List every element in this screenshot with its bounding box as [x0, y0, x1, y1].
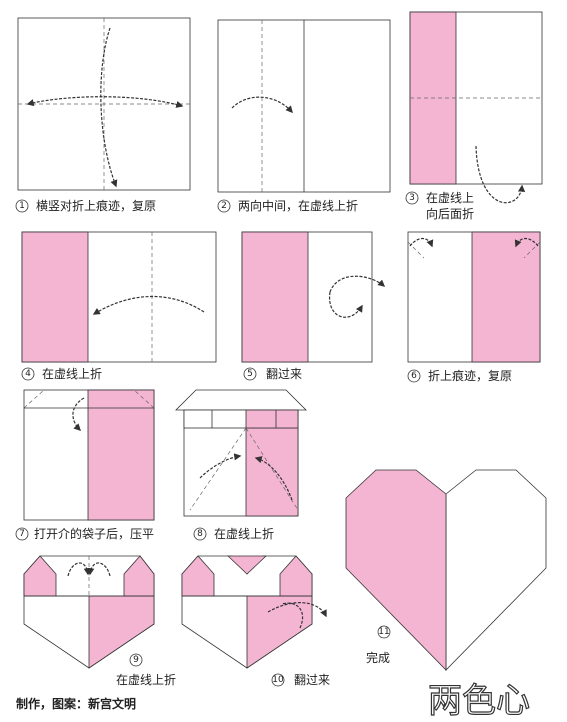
pink-flap: [21, 231, 89, 363]
step-11: 11 完成: [345, 469, 547, 671]
fold-arrow: [254, 456, 293, 501]
step-5: 5 翻过来: [241, 231, 386, 381]
step-caption: 在虚线上折: [42, 366, 102, 381]
step-number-circle: [407, 369, 421, 383]
step-number-circle: [243, 367, 257, 381]
step-caption: 在虚线上折: [116, 672, 176, 687]
flip-arrow: [329, 291, 363, 318]
step-caption: 两向中间，在虚线上折: [238, 198, 358, 213]
step-caption: 打开介的袋子后，压平: [34, 526, 154, 541]
heart-white-half: [445, 469, 547, 671]
fold-arrow: [199, 453, 242, 479]
band-pink-left: [181, 555, 215, 597]
flip-arrow: [329, 275, 386, 293]
pink-flap: [471, 231, 541, 363]
step-7: 7 打开介的袋子后，压平: [15, 389, 155, 541]
step-caption: 翻过来: [266, 367, 302, 381]
step-9: 9 在虚线上折: [23, 555, 176, 687]
step-caption: 折上痕迹，复原: [428, 368, 512, 383]
step-number-circle: [15, 527, 29, 541]
step-number: 1: [19, 201, 25, 211]
step-number-circle: [271, 673, 285, 687]
step-number: 11: [378, 627, 389, 637]
step-number: 4: [25, 369, 31, 379]
step-number-circle: [15, 199, 29, 213]
step-6: 6 折上痕迹，复原: [407, 231, 541, 383]
step-number-circle: [21, 367, 35, 381]
step-number: 5: [247, 369, 253, 379]
step-caption: 翻过来: [294, 673, 330, 687]
band-pink-right: [279, 555, 313, 597]
title-text: 两色心: [428, 681, 530, 721]
step-number: 9: [133, 655, 139, 665]
step-number: 10: [272, 675, 284, 685]
step-caption: 横竖对折上痕迹，复原: [36, 198, 156, 213]
top-band-pink-right: [123, 555, 155, 597]
fold-arrow: [475, 145, 526, 204]
step-2: 2 两向中间，在虚线上折: [217, 19, 391, 213]
pink-flap: [241, 231, 309, 363]
step-number: 2: [221, 201, 227, 211]
step-caption: 在虚线上: [426, 191, 474, 205]
step-number-circle: [377, 625, 391, 639]
top-band-pink-left: [23, 555, 57, 597]
top-triangle-flap: [175, 389, 307, 411]
credit-text: 制作，图案：新宫文明: [16, 696, 136, 711]
step-caption-line-2: 向后面折: [426, 206, 474, 221]
step-10: 10 翻过来: [181, 555, 330, 687]
step-number: 3: [409, 193, 415, 203]
step-3: 3 在虚线上 向后面折: [405, 11, 543, 221]
step-caption: 完成: [366, 650, 390, 665]
step-caption: 在虚线上折: [214, 526, 274, 541]
fold-arrow: [26, 96, 184, 108]
step-number: 8: [197, 529, 203, 539]
flip-arrow: [281, 602, 304, 629]
band-pink-notch: [226, 555, 268, 575]
step-number-circle: [217, 199, 231, 213]
top-band-pink: [245, 409, 299, 429]
step-number-circle: [405, 191, 419, 205]
open-arrow: [72, 397, 85, 432]
step-number-circle: [193, 527, 207, 541]
step-number-circle: [129, 653, 143, 667]
fold-arrow: [514, 237, 539, 248]
fold-arrow: [409, 237, 434, 248]
step-4: 4 在虚线上折: [21, 231, 217, 381]
step-number: 7: [19, 529, 25, 539]
step-number: 6: [411, 371, 417, 381]
fold-arrow: [231, 96, 293, 114]
flip-arrow: [267, 602, 327, 618]
step-1: 1 横竖对折上痕迹，复原: [15, 17, 191, 213]
heart-pink-half: [345, 469, 447, 671]
step-8: 8 在虚线上折: [175, 389, 307, 541]
pink-flap: [87, 389, 155, 521]
